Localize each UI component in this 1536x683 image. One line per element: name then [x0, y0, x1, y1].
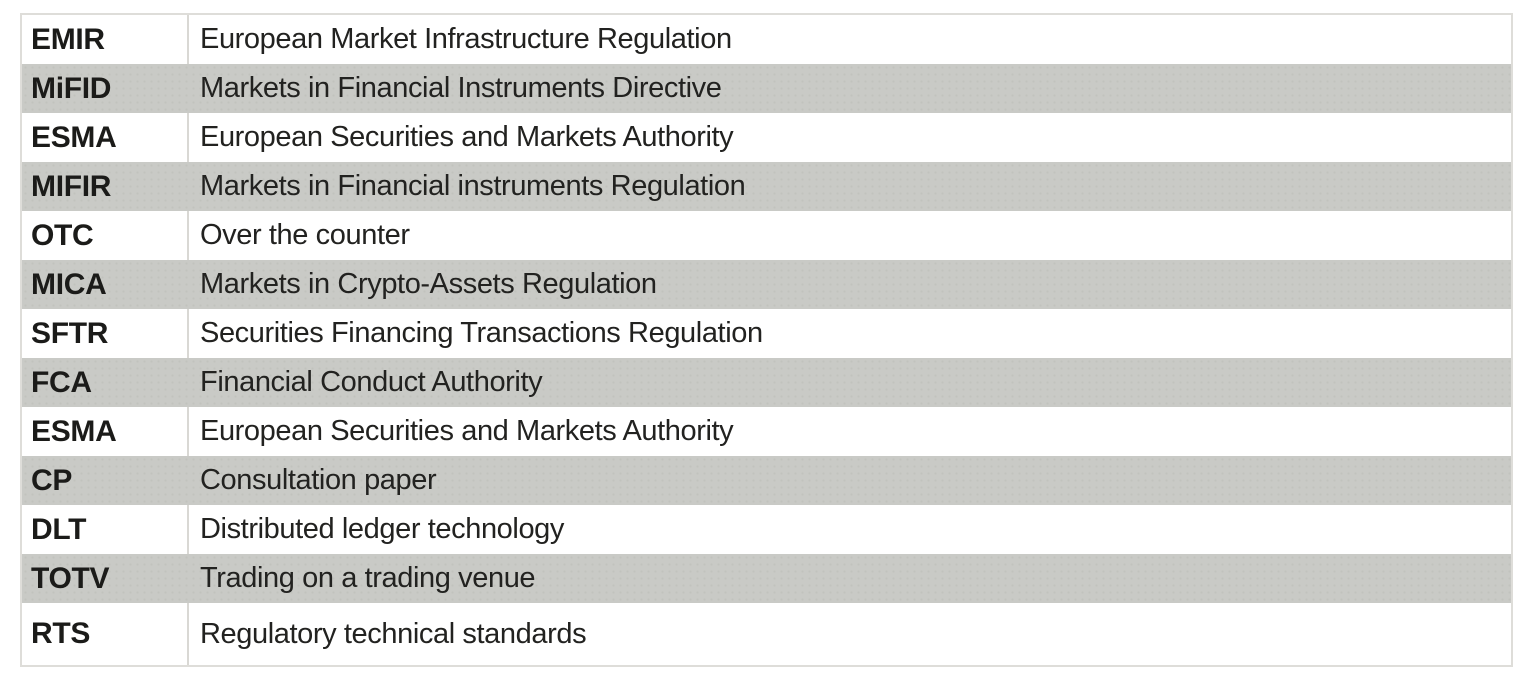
definition-text: Financial Conduct Authority	[200, 366, 543, 398]
abbreviation-cell: ESMA	[22, 113, 189, 162]
definition-cell: Trading on a trading venue	[189, 554, 1511, 603]
definition-text: Trading on a trading venue	[200, 562, 536, 594]
definition-text: Consultation paper	[200, 464, 437, 496]
abbreviation-cell: EMIR	[22, 15, 189, 64]
definition-text: Regulatory technical standards	[200, 617, 587, 650]
abbreviation-text: MiFID	[31, 71, 112, 105]
abbreviations-table: EMIR European Market Infrastructure Regu…	[20, 13, 1513, 667]
definition-cell: Distributed ledger technology	[189, 505, 1511, 554]
abbreviation-text: EMIR	[31, 22, 105, 56]
table-row: ESMA European Securities and Markets Aut…	[22, 113, 1511, 162]
definition-cell: Securities Financing Transactions Regula…	[189, 309, 1511, 358]
definition-cell: Regulatory technical standards	[189, 603, 1511, 665]
abbreviation-text: MICA	[31, 267, 107, 301]
definition-text: European Market Infrastructure Regulatio…	[200, 23, 732, 55]
table-row: FCA Financial Conduct Authority	[22, 358, 1511, 407]
table-row: MIFIR Markets in Financial instruments R…	[22, 162, 1511, 211]
abbreviation-text: DLT	[31, 512, 87, 546]
definition-text: Markets in Financial instruments Regulat…	[200, 170, 746, 202]
definition-cell: Consultation paper	[189, 456, 1511, 505]
abbreviation-cell: MICA	[22, 260, 189, 309]
definition-cell: European Securities and Markets Authorit…	[189, 407, 1511, 456]
table-row: CP Consultation paper	[22, 456, 1511, 505]
definition-text: Over the counter	[200, 219, 410, 251]
definition-cell: Markets in Financial Instruments Directi…	[189, 64, 1511, 113]
abbreviation-cell: TOTV	[22, 554, 189, 603]
table-row: OTC Over the counter	[22, 211, 1511, 260]
definition-text: Distributed ledger technology	[200, 513, 565, 545]
definition-cell: European Market Infrastructure Regulatio…	[189, 15, 1511, 64]
abbreviation-cell: MiFID	[22, 64, 189, 113]
definition-text: Markets in Financial Instruments Directi…	[200, 72, 722, 104]
table-row: MiFID Markets in Financial Instruments D…	[22, 64, 1511, 113]
abbreviation-text: ESMA	[31, 120, 117, 154]
abbreviation-text: RTS	[31, 617, 91, 650]
abbreviation-text: FCA	[31, 365, 92, 399]
table-row: DLT Distributed ledger technology	[22, 505, 1511, 554]
abbreviation-text: TOTV	[31, 561, 110, 595]
table-row: SFTR Securities Financing Transactions R…	[22, 309, 1511, 358]
abbreviation-cell: SFTR	[22, 309, 189, 358]
abbreviation-cell: ESMA	[22, 407, 189, 456]
table-row: MICA Markets in Crypto-Assets Regulation	[22, 260, 1511, 309]
table-row: EMIR European Market Infrastructure Regu…	[22, 15, 1511, 64]
definition-text: Securities Financing Transactions Regula…	[200, 317, 763, 349]
table-row: ESMA European Securities and Markets Aut…	[22, 407, 1511, 456]
table-row: TOTV Trading on a trading venue	[22, 554, 1511, 603]
definition-text: European Securities and Markets Authorit…	[200, 121, 734, 153]
abbreviation-text: CP	[31, 463, 73, 497]
definition-text: European Securities and Markets Authorit…	[200, 415, 734, 447]
table-row: RTS Regulatory technical standards	[22, 603, 1511, 665]
abbreviation-cell: RTS	[22, 603, 189, 665]
abbreviation-text: OTC	[31, 218, 94, 252]
abbreviation-cell: CP	[22, 456, 189, 505]
definition-cell: Markets in Financial instruments Regulat…	[189, 162, 1511, 211]
abbreviation-text: MIFIR	[31, 169, 112, 203]
definition-cell: Markets in Crypto-Assets Regulation	[189, 260, 1511, 309]
abbreviation-text: SFTR	[31, 316, 109, 350]
abbreviation-cell: FCA	[22, 358, 189, 407]
definition-text: Markets in Crypto-Assets Regulation	[200, 268, 657, 300]
definition-cell: European Securities and Markets Authorit…	[189, 113, 1511, 162]
definition-cell: Over the counter	[189, 211, 1511, 260]
definition-cell: Financial Conduct Authority	[189, 358, 1511, 407]
abbreviation-text: ESMA	[31, 414, 117, 448]
abbreviation-cell: OTC	[22, 211, 189, 260]
abbreviation-cell: DLT	[22, 505, 189, 554]
abbreviation-cell: MIFIR	[22, 162, 189, 211]
